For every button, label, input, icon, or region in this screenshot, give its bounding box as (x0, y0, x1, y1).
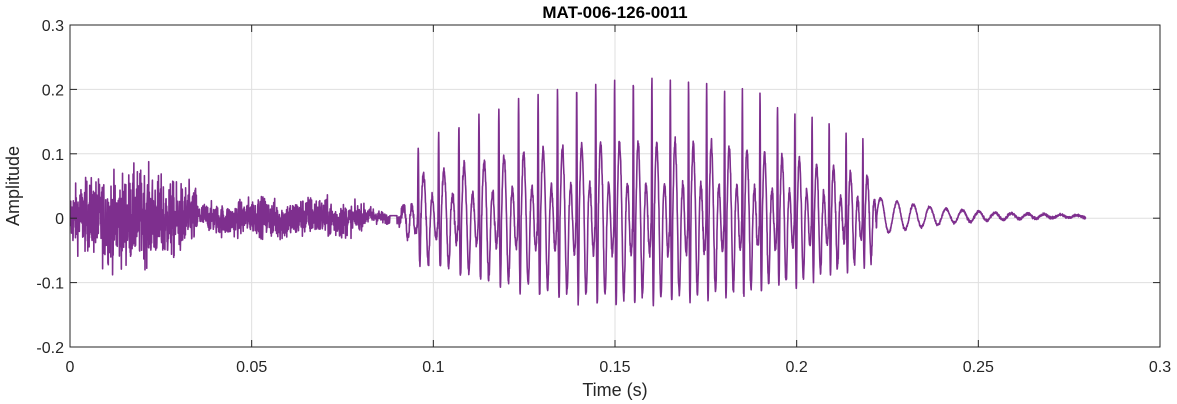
y-axis-label: Amplitude (3, 146, 23, 226)
x-tick-label: 0.1 (422, 359, 444, 376)
x-tick-label: 0.05 (236, 359, 267, 376)
y-axis-ticks: -0.2 -0.1 0 0.1 0.2 0.3 (36, 18, 1160, 357)
series-line-amplitude (70, 77, 1087, 307)
y-tick-label: 0.3 (42, 18, 64, 35)
y-tick-label: -0.2 (36, 340, 64, 357)
x-tick-label: 0.15 (599, 359, 630, 376)
chart-title: MAT-006-126-0011 (542, 3, 687, 22)
x-axis-label: Time (s) (582, 380, 647, 400)
x-tick-label: 0.2 (786, 359, 808, 376)
x-tick-label: 0.3 (1149, 359, 1171, 376)
x-axis-ticks: 0 0.05 0.1 0.15 0.2 0.25 0.3 (66, 25, 1171, 376)
y-tick-label: 0.1 (42, 147, 64, 164)
x-tick-label: 0 (66, 359, 75, 376)
y-tick-label: -0.1 (36, 276, 64, 293)
x-tick-label: 0.25 (963, 359, 994, 376)
y-tick-label: 0.2 (42, 82, 64, 99)
y-tick-label: 0 (55, 211, 64, 228)
